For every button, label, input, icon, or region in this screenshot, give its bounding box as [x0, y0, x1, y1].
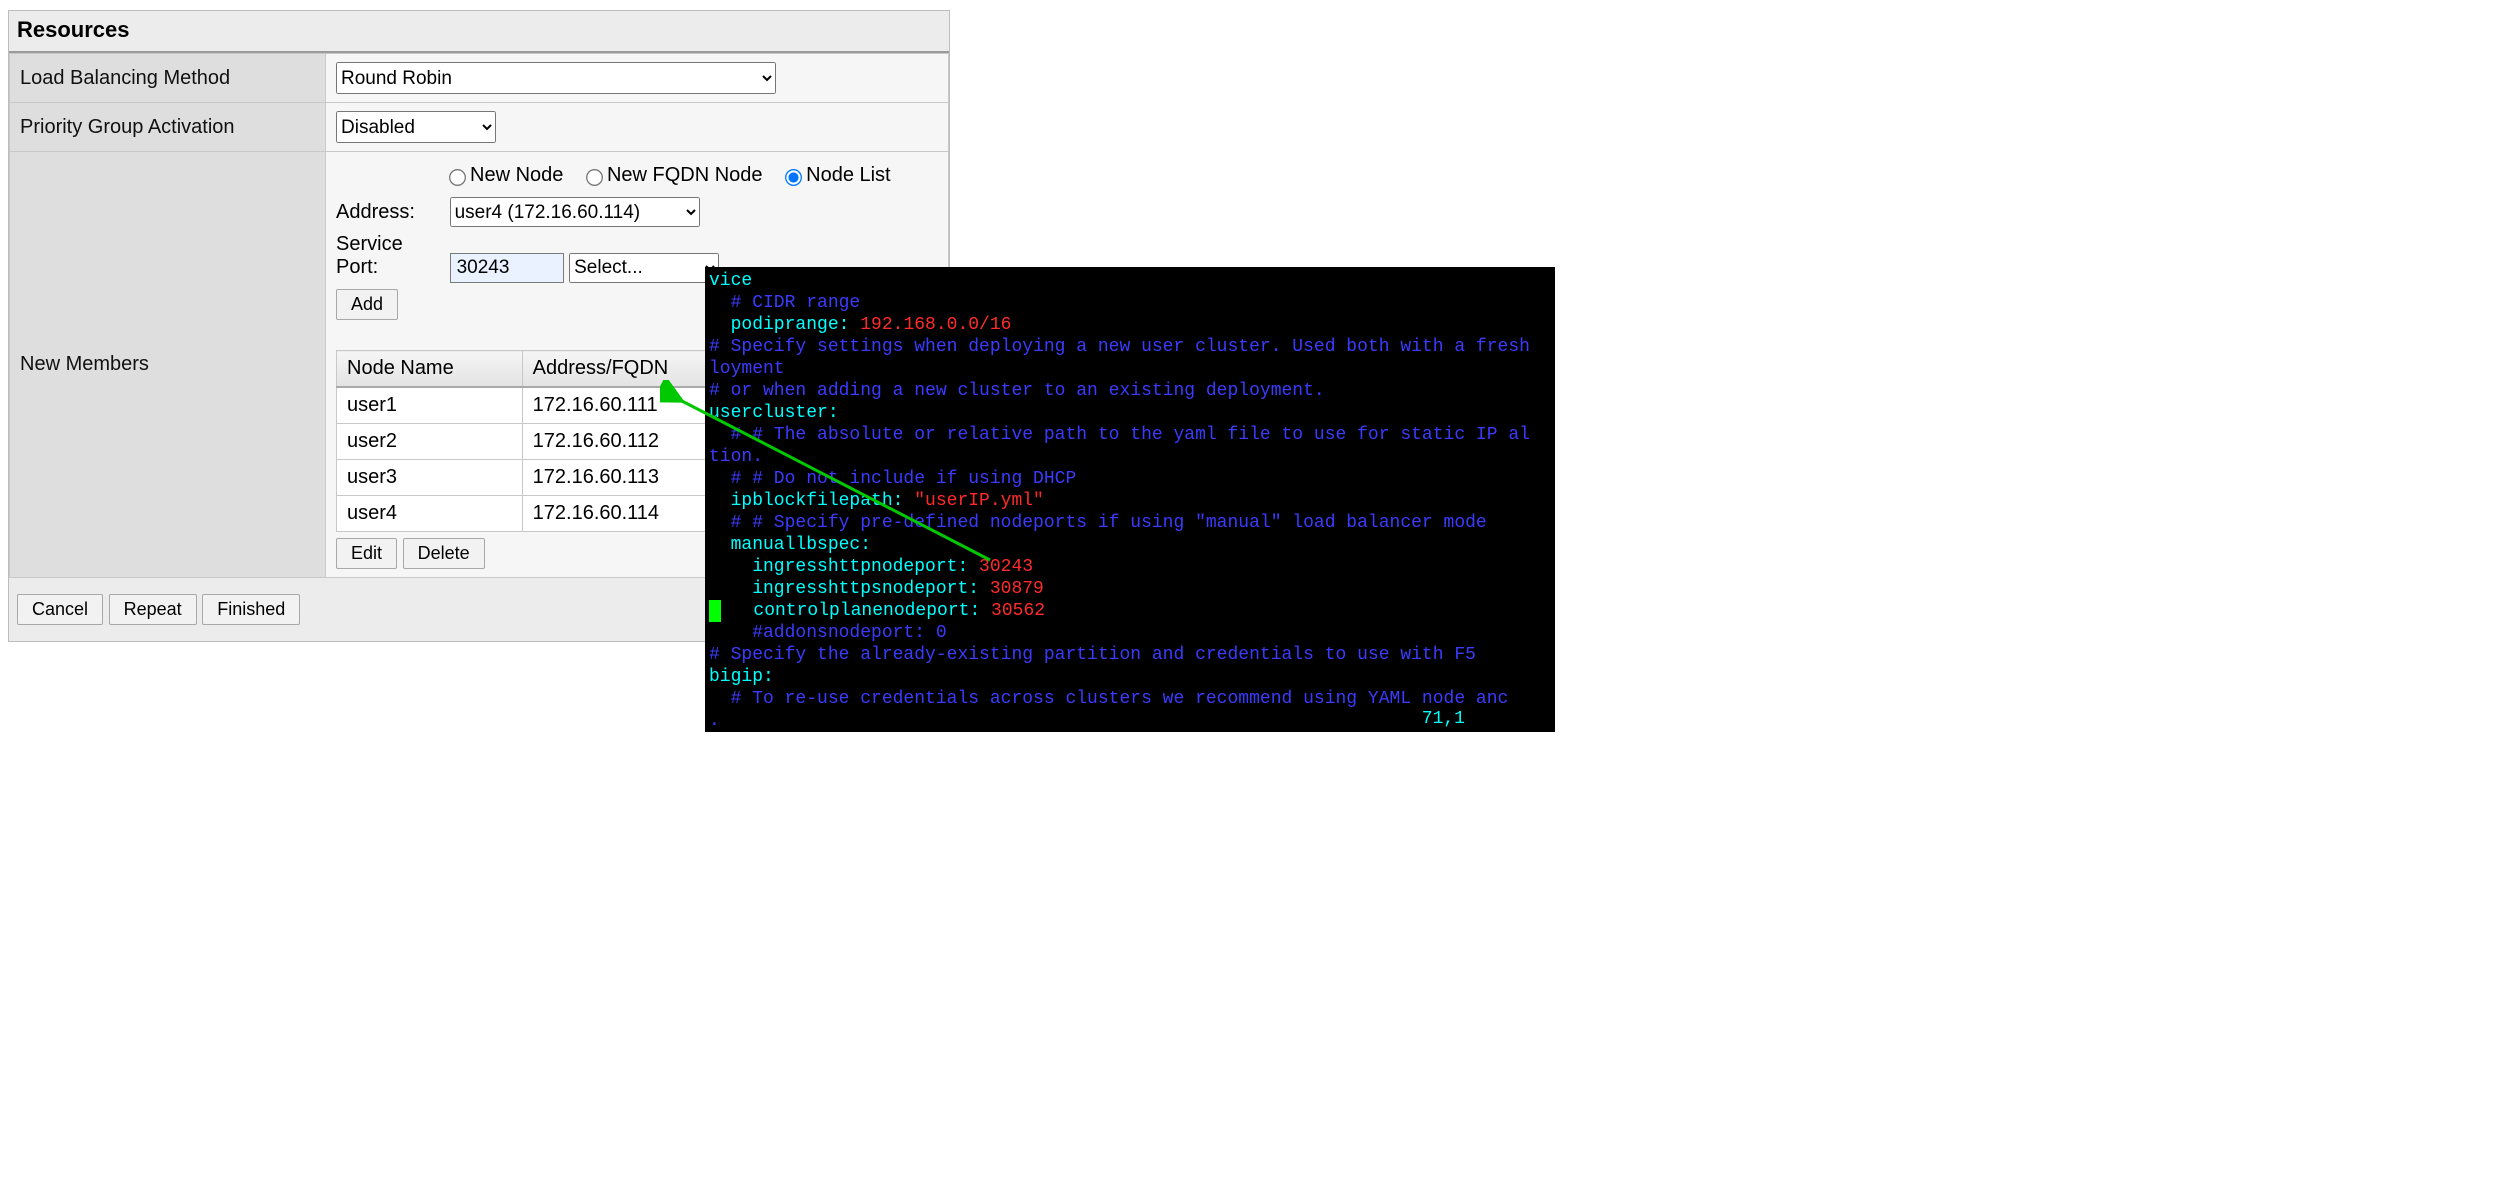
node-type-radios: New Node New FQDN Node Node List — [446, 164, 938, 187]
table-cell: user2 — [337, 424, 523, 460]
edit-button[interactable]: Edit — [336, 538, 397, 569]
table-cell: user1 — [337, 387, 523, 424]
terminal: vice # CIDR range podiprange: 192.168.0.… — [705, 267, 1555, 732]
radio-node-list-input[interactable] — [785, 169, 802, 186]
radio-new-node-label: New Node — [470, 164, 563, 186]
radio-node-list[interactable]: Node List — [782, 164, 891, 186]
delete-button[interactable]: Delete — [403, 538, 485, 569]
radio-new-fqdn[interactable]: New FQDN Node — [583, 164, 763, 186]
repeat-button[interactable]: Repeat — [109, 594, 197, 625]
add-button[interactable]: Add — [336, 289, 398, 320]
cancel-button[interactable]: Cancel — [17, 594, 103, 625]
table-cell: user3 — [337, 460, 523, 496]
radio-node-list-label: Node List — [806, 164, 891, 186]
service-port-select[interactable]: Select... — [569, 253, 719, 283]
new-members-label: New Members — [10, 152, 326, 578]
finished-button[interactable]: Finished — [202, 594, 300, 625]
address-select[interactable]: user4 (172.16.60.114) — [450, 197, 700, 227]
radio-new-fqdn-input[interactable] — [586, 169, 603, 186]
table-cell: user4 — [337, 496, 523, 532]
radio-new-fqdn-label: New FQDN Node — [607, 164, 763, 186]
members-col-header: Node Name — [337, 351, 523, 388]
address-label: Address: — [336, 201, 444, 224]
priority-label: Priority Group Activation — [10, 103, 326, 152]
service-port-input[interactable] — [450, 253, 564, 283]
radio-new-node[interactable]: New Node — [446, 164, 563, 186]
terminal-statusline: 71,1 — [1422, 708, 1465, 730]
lb-method-label: Load Balancing Method — [10, 54, 326, 103]
panel-title: Resources — [9, 11, 949, 51]
radio-new-node-input[interactable] — [449, 169, 466, 186]
priority-select[interactable]: Disabled — [336, 111, 496, 143]
service-port-label: Service Port: — [336, 233, 444, 279]
lb-method-select[interactable]: Round Robin — [336, 62, 776, 94]
